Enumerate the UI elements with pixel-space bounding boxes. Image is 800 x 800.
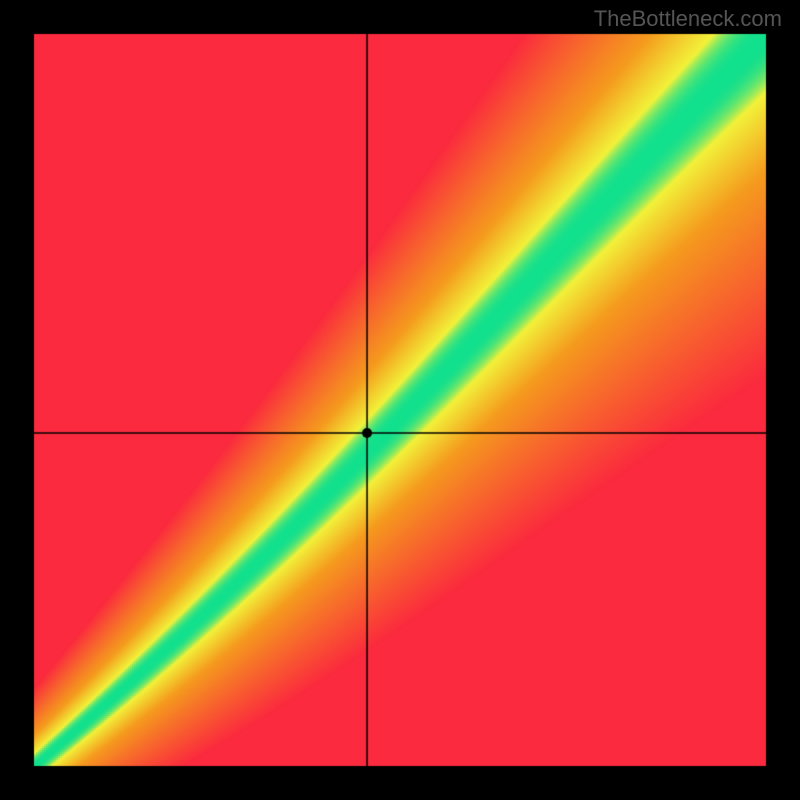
- watermark-text: TheBottleneck.com: [594, 6, 782, 32]
- bottleneck-heatmap: [0, 0, 800, 800]
